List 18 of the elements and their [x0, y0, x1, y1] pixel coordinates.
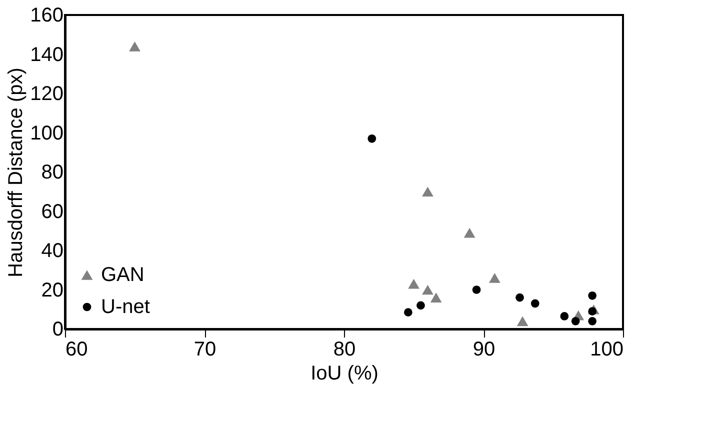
y-tick-label: 80 [41, 162, 64, 184]
x-tick-label: 60 [66, 338, 88, 360]
y-tick-label: 100 [30, 122, 64, 144]
x-tick-label: 80 [333, 338, 356, 360]
y-tick-label: 120 [30, 83, 64, 105]
y-tick-label: 140 [30, 44, 64, 66]
y-axis-title: Hausdorff Distance (px) [5, 68, 28, 278]
y-tick-label: 160 [30, 4, 64, 26]
legend-label: GAN [101, 264, 144, 286]
y-tick-label: 40 [41, 240, 64, 262]
y-tick-label: 60 [41, 200, 64, 223]
x-tick-label: 70 [194, 338, 216, 360]
legend-label: U-net [101, 296, 150, 318]
y-tick-label: 20 [41, 279, 64, 302]
x-axis-title: IoU (%) [310, 362, 378, 384]
y-tick-label: 0 [52, 318, 64, 340]
x-tick-label: 100 [590, 338, 624, 360]
x-tick-label: 90 [472, 338, 496, 360]
